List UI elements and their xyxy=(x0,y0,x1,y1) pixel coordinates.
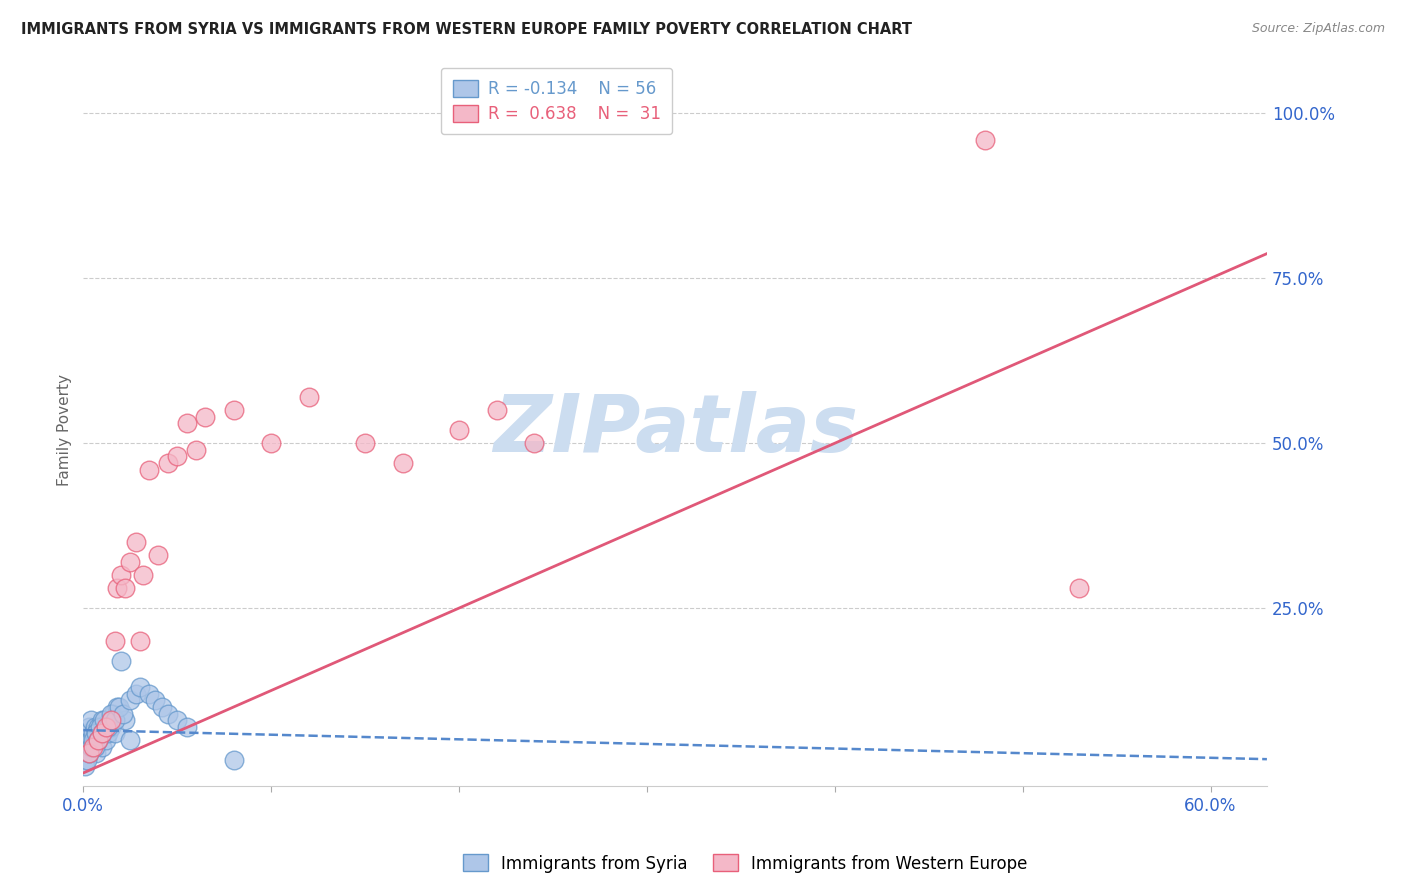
Legend: Immigrants from Syria, Immigrants from Western Europe: Immigrants from Syria, Immigrants from W… xyxy=(456,847,1035,880)
Point xyxy=(80,713,103,727)
Point xyxy=(100,720,122,734)
Point xyxy=(98,713,121,727)
Point xyxy=(485,403,508,417)
Point xyxy=(83,739,105,754)
Legend: R = -0.134    N = 56, R =  0.638    N =  31: R = -0.134 N = 56, R = 0.638 N = 31 xyxy=(441,68,672,135)
Point xyxy=(176,417,198,431)
Point xyxy=(298,390,321,404)
Point xyxy=(974,133,997,147)
Point xyxy=(77,746,100,760)
Point xyxy=(100,706,122,721)
Point xyxy=(83,733,105,747)
Point xyxy=(86,726,108,740)
Point xyxy=(138,462,160,476)
Point xyxy=(77,746,100,760)
Point xyxy=(82,733,104,747)
Point xyxy=(128,680,150,694)
Point xyxy=(120,693,142,707)
Point xyxy=(194,409,217,424)
Point xyxy=(91,713,114,727)
Point xyxy=(77,746,100,760)
Point xyxy=(82,739,104,754)
Point xyxy=(93,713,115,727)
Point xyxy=(132,568,155,582)
Point xyxy=(222,753,245,767)
Point xyxy=(91,726,114,740)
Point xyxy=(114,713,136,727)
Point xyxy=(125,687,148,701)
Point xyxy=(94,720,117,734)
Point xyxy=(150,700,173,714)
Point xyxy=(114,582,136,596)
Point xyxy=(138,687,160,701)
Point xyxy=(125,535,148,549)
Point xyxy=(108,700,131,714)
Point xyxy=(82,726,104,740)
Point xyxy=(391,456,413,470)
Point xyxy=(86,746,108,760)
Point xyxy=(76,753,98,767)
Point xyxy=(89,726,111,740)
Point xyxy=(120,733,142,747)
Point xyxy=(82,739,104,754)
Point xyxy=(77,720,100,734)
Point xyxy=(91,726,114,740)
Point xyxy=(222,403,245,417)
Point xyxy=(156,706,179,721)
Point xyxy=(166,450,188,464)
Point xyxy=(166,713,188,727)
Point xyxy=(80,733,103,747)
Point xyxy=(1067,582,1090,596)
Point xyxy=(83,720,105,734)
Point xyxy=(76,739,98,754)
Point xyxy=(103,706,125,721)
Point xyxy=(87,720,110,734)
Point xyxy=(94,733,117,747)
Point xyxy=(87,733,110,747)
Point xyxy=(75,759,97,773)
Point xyxy=(93,726,115,740)
Point xyxy=(75,753,97,767)
Text: IMMIGRANTS FROM SYRIA VS IMMIGRANTS FROM WESTERN EUROPE FAMILY POVERTY CORRELATI: IMMIGRANTS FROM SYRIA VS IMMIGRANTS FROM… xyxy=(21,22,912,37)
Point xyxy=(110,568,132,582)
Point xyxy=(523,436,546,450)
Point xyxy=(447,423,470,437)
Text: ZIPatlas: ZIPatlas xyxy=(492,391,858,469)
Point xyxy=(87,733,110,747)
Point xyxy=(91,739,114,754)
Point xyxy=(111,706,134,721)
Point xyxy=(354,436,377,450)
Point xyxy=(104,726,127,740)
Point xyxy=(143,693,166,707)
Point xyxy=(86,726,108,740)
Point xyxy=(104,713,127,727)
Point xyxy=(104,634,127,648)
Point xyxy=(156,456,179,470)
Point xyxy=(148,549,170,563)
Point xyxy=(260,436,283,450)
Point xyxy=(87,733,110,747)
Point xyxy=(105,700,128,714)
Point xyxy=(76,726,98,740)
Point xyxy=(97,720,120,734)
Point xyxy=(89,720,111,734)
Point xyxy=(94,720,117,734)
Point xyxy=(110,654,132,668)
Point xyxy=(80,739,103,754)
Point xyxy=(128,634,150,648)
Y-axis label: Family Poverty: Family Poverty xyxy=(58,374,72,486)
Point xyxy=(120,555,142,569)
Point xyxy=(97,726,120,740)
Point xyxy=(100,713,122,727)
Point xyxy=(105,582,128,596)
Text: Source: ZipAtlas.com: Source: ZipAtlas.com xyxy=(1251,22,1385,36)
Point xyxy=(176,720,198,734)
Point xyxy=(184,442,207,457)
